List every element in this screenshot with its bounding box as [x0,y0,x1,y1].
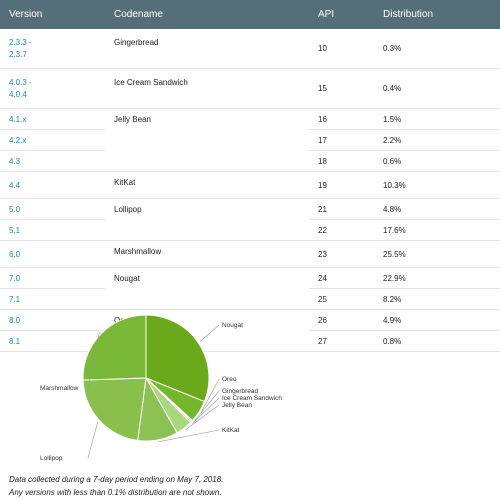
pie-leader-line [185,404,220,430]
api-cell: 15 [309,68,374,109]
distribution-cell: 1.5% [374,108,500,130]
version-link[interactable]: 2.3.3 -2.3.7 [0,29,105,69]
pie-leader-line [192,397,220,424]
footnote-date: Data collected during a 7-day period end… [9,475,224,484]
table-header-row: Version Codename API Distribution [0,0,500,29]
pie-label: Jelly Bean [222,402,252,409]
codename-cell: Gingerbread [105,29,309,69]
codename-cell: Ice Cream Sandwich [105,68,309,109]
distribution-cell: 0.6% [374,150,500,172]
distribution-table: Version Codename API Distribution 2.3.3 … [0,0,500,352]
version-link[interactable]: 7.1 [0,288,105,310]
distribution-cell: 2.2% [374,129,500,151]
api-cell: 24 [309,267,374,289]
table-row: 2.3.3 -2.3.7 Gingerbread 10 0.3% [0,29,500,69]
distribution-cell: 10.3% [374,171,500,199]
distribution-cell: 25.5% [374,240,500,268]
table-body: 2.3.3 -2.3.7 Gingerbread 10 0.3% 4.0.3 -4.0.… [0,29,500,352]
codename-cell: Marshmallow [105,240,309,268]
codename-cell: KitKat [105,171,309,199]
table-row: 7.1 25 8.2% [0,288,500,310]
header-version: Version [0,0,105,29]
api-cell: 18 [309,150,374,172]
pie-leader-line [87,332,100,389]
version-link[interactable]: 4.4 [0,171,105,199]
version-link[interactable]: 4.2.x [0,129,105,151]
distribution-cell: 17.6% [374,219,500,241]
distribution-cell: 0.4% [374,68,500,109]
header-distribution: Distribution [374,0,500,29]
table-row: 4.2.x 17 2.2% [0,129,500,151]
version-link[interactable]: 4.0.3 -4.0.4 [0,68,105,109]
version-link[interactable]: 5.0 [0,198,105,220]
pie-leader-line [87,421,99,459]
pie-label: Ice Cream Sandwich [222,395,282,402]
header-codename: Codename [105,0,309,29]
pie-label: Oreo [222,376,237,383]
pie-slice-nougat [145,314,210,403]
table-row: 5.0 Lollipop 21 4.8% [0,198,500,241]
pie-slice-marshmallow [82,314,147,381]
distribution-cell: 0.3% [374,29,500,69]
table-row: 6.0 Marshmallow 23 25.5% [0,240,500,268]
pie-leader-line [200,378,220,413]
pie-label: Marshmallow [40,385,79,392]
api-cell: 23 [309,240,374,268]
api-cell: 21 [309,198,374,220]
pie-leader-line [193,390,220,423]
table-row: 8.0Oreo264.9% [0,309,500,352]
distribution-cell: 4.9% [374,309,500,331]
codename-cell: Lollipop [105,198,309,241]
api-cell: 19 [309,171,374,199]
distribution-cell: 0.8% [374,330,500,352]
table-row: 7.0 Nougat 24 22.9% [0,267,500,310]
table-row: 4.0.3 -4.0.4 Ice Cream Sandwich 15 0.4% [0,68,500,109]
codename-cell: Jelly Bean [105,108,309,172]
pie-leader-line [199,324,220,342]
pie-leader-line [158,429,220,443]
version-link[interactable]: 8.0 [0,309,105,331]
distribution-cell: 22.9% [374,267,500,289]
table-row: 4.3 18 0.6% [0,150,500,172]
pie-label: Gingerbread [222,388,259,395]
api-cell: 27 [309,330,374,352]
pie-slice-lollipop [82,377,147,442]
version-link[interactable]: 7.0 [0,267,105,289]
header-api: API [309,0,374,29]
version-link[interactable]: 4.1.x [0,108,105,130]
pie-label: KitKat [222,427,240,434]
table-row: 4.1.x Jelly Bean 16 1.5% [0,108,500,172]
api-cell: 22 [309,219,374,241]
api-cell: 17 [309,129,374,151]
footnote-threshold: Any versions with less than 0.1% distrib… [9,488,222,497]
version-link[interactable]: 5.1 [0,219,105,241]
api-cell: 25 [309,288,374,310]
pie-label: Lollipop [40,455,63,462]
codename-cell: Nougat [105,267,309,310]
version-link[interactable]: 8.1 [0,330,105,352]
table-row: 4.4 KitKat 19 10.3% [0,171,500,199]
version-link[interactable]: 6.0 [0,240,105,268]
table-row: 5.1 22 17.6% [0,219,500,241]
distribution-cell: 8.2% [374,288,500,310]
table-row: 8.1 27 0.8% [0,330,500,352]
pie-label: Nougat [222,322,243,329]
api-cell: 26 [309,309,374,331]
api-cell: 16 [309,108,374,130]
api-cell: 10 [309,29,374,69]
distribution-cell: 4.8% [374,198,500,220]
version-link[interactable]: 4.3 [0,150,105,172]
